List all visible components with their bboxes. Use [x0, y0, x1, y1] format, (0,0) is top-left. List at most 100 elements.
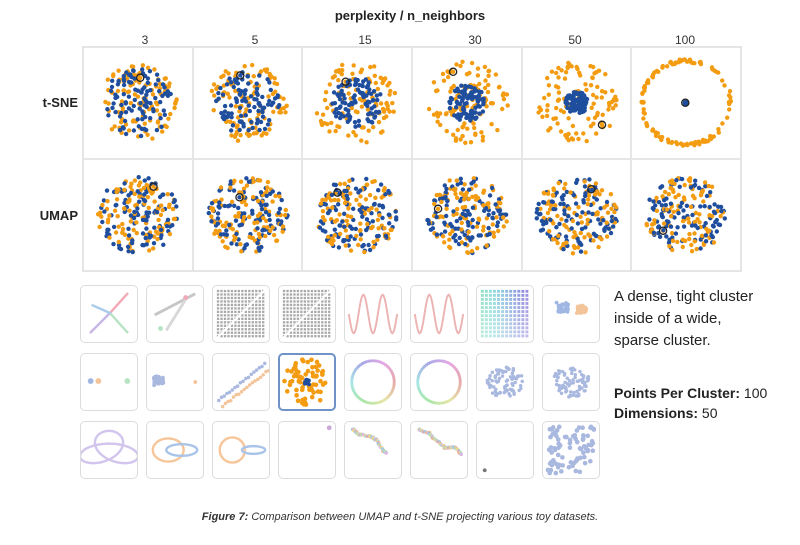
- sparse-point: [112, 208, 118, 213]
- sparse-point: [608, 192, 613, 197]
- thumb-random-walk-b[interactable]: [410, 421, 468, 479]
- dense-point: [227, 182, 233, 187]
- dense-point: [672, 215, 678, 220]
- thumb-gaussian-b[interactable]: [542, 353, 600, 411]
- dense-point: [239, 222, 244, 227]
- sparse-point: [481, 188, 487, 193]
- sparse-point: [371, 239, 377, 245]
- sparse-point: [663, 189, 668, 195]
- dense-point: [600, 218, 606, 223]
- sparse-point: [563, 70, 568, 75]
- dense-point: [372, 201, 378, 207]
- dense-point: [470, 224, 475, 230]
- thumb-parallel-lines[interactable]: [212, 353, 270, 411]
- thumb-grid-diagonal-b[interactable]: [278, 285, 336, 343]
- dense-point: [430, 226, 436, 231]
- sparse-point: [570, 251, 575, 256]
- dense-point: [471, 179, 476, 184]
- sparse-point: [481, 203, 486, 208]
- sparse-point: [602, 90, 608, 95]
- sparse-point: [597, 192, 602, 197]
- thumb-corner-point[interactable]: [278, 421, 336, 479]
- sparse-point: [321, 215, 326, 220]
- dense-point: [246, 128, 251, 133]
- sparse-point: [573, 131, 579, 136]
- sine-wave-icon: [413, 293, 465, 335]
- thumb-linked-clusters[interactable]: [146, 285, 204, 343]
- sparse-point: [351, 130, 357, 135]
- thumb-grid-diagonal-a[interactable]: [212, 285, 270, 343]
- dense-point: [714, 217, 720, 223]
- thumb-star-lines[interactable]: [80, 285, 138, 343]
- dense-point: [275, 94, 280, 100]
- dense-point: [140, 87, 145, 92]
- thumb-dense-in-sparse[interactable]: [278, 353, 336, 411]
- sparse-point: [323, 97, 328, 103]
- thumb-trefoil-knot[interactable]: [80, 421, 138, 479]
- thumb-circle-a[interactable]: [344, 353, 402, 411]
- sparse-point: [473, 131, 478, 136]
- sparse-point: [227, 119, 233, 125]
- sparse-point: [589, 105, 594, 110]
- dense-point: [337, 245, 342, 250]
- dense-point: [118, 246, 124, 252]
- sparse-point: [377, 213, 382, 218]
- dense-point: [243, 176, 249, 181]
- dense-point: [597, 221, 603, 226]
- dense-point: [459, 112, 464, 117]
- figure-axis-title: perplexity / n_neighbors: [334, 8, 486, 23]
- sparse-point: [327, 82, 333, 87]
- sparse-point: [711, 134, 717, 139]
- sparse-point: [484, 104, 489, 109]
- thumb-sine-wave-b[interactable]: [410, 285, 468, 343]
- sparse-point: [119, 99, 125, 104]
- sparse-point: [562, 181, 568, 187]
- sparse-point: [455, 206, 460, 212]
- dense-point: [265, 77, 270, 82]
- sparse-point: [678, 59, 684, 64]
- thumb-gradient-grid[interactable]: [476, 285, 534, 343]
- thumb-circle-b[interactable]: [410, 353, 468, 411]
- thumb-two-blobs[interactable]: [542, 285, 600, 343]
- sparse-point: [256, 231, 261, 237]
- dense-point: [674, 231, 679, 236]
- dense-point: [359, 90, 364, 96]
- thumb-single-blob[interactable]: [146, 353, 204, 411]
- sparse-point: [584, 138, 589, 144]
- sparse-point: [222, 223, 227, 229]
- sparse-point: [270, 199, 275, 204]
- dense-point: [164, 224, 170, 229]
- dense-point: [228, 241, 234, 246]
- sparse-point: [265, 94, 271, 99]
- sparse-point: [333, 219, 338, 224]
- dense-point: [582, 184, 587, 189]
- thumb-three-clusters[interactable]: [80, 353, 138, 411]
- thumb-sparse-point[interactable]: [476, 421, 534, 479]
- thumb-linked-rings[interactable]: [146, 421, 204, 479]
- dense-point: [574, 212, 579, 218]
- thumb-unlinked-rings[interactable]: [212, 421, 270, 479]
- dense-point: [225, 114, 230, 119]
- thumb-sine-wave-a[interactable]: [344, 285, 402, 343]
- sparse-point: [371, 245, 377, 250]
- dense-point: [227, 76, 232, 81]
- dataset-description: A dense, tight cluster inside of a wide,…: [614, 288, 754, 349]
- thumb-uniform-blobs[interactable]: [542, 421, 600, 479]
- sparse-point: [259, 133, 264, 138]
- dense-point: [147, 235, 152, 240]
- dense-point: [342, 224, 347, 230]
- sparse-point: [687, 236, 692, 242]
- dense-point: [119, 102, 124, 108]
- sparse-point: [243, 202, 248, 207]
- dense-point: [609, 218, 614, 224]
- thumb-gaussian-a[interactable]: [476, 353, 534, 411]
- sparse-point: [440, 234, 446, 239]
- thumb-random-walk-a[interactable]: [344, 421, 402, 479]
- dense-point: [384, 233, 389, 239]
- dense-point: [466, 84, 472, 89]
- sparse-point: [225, 91, 230, 96]
- sparse-point: [646, 78, 651, 83]
- sparse-point: [276, 194, 282, 199]
- param-label-6: 100: [674, 33, 696, 47]
- sparse-point: [210, 206, 215, 211]
